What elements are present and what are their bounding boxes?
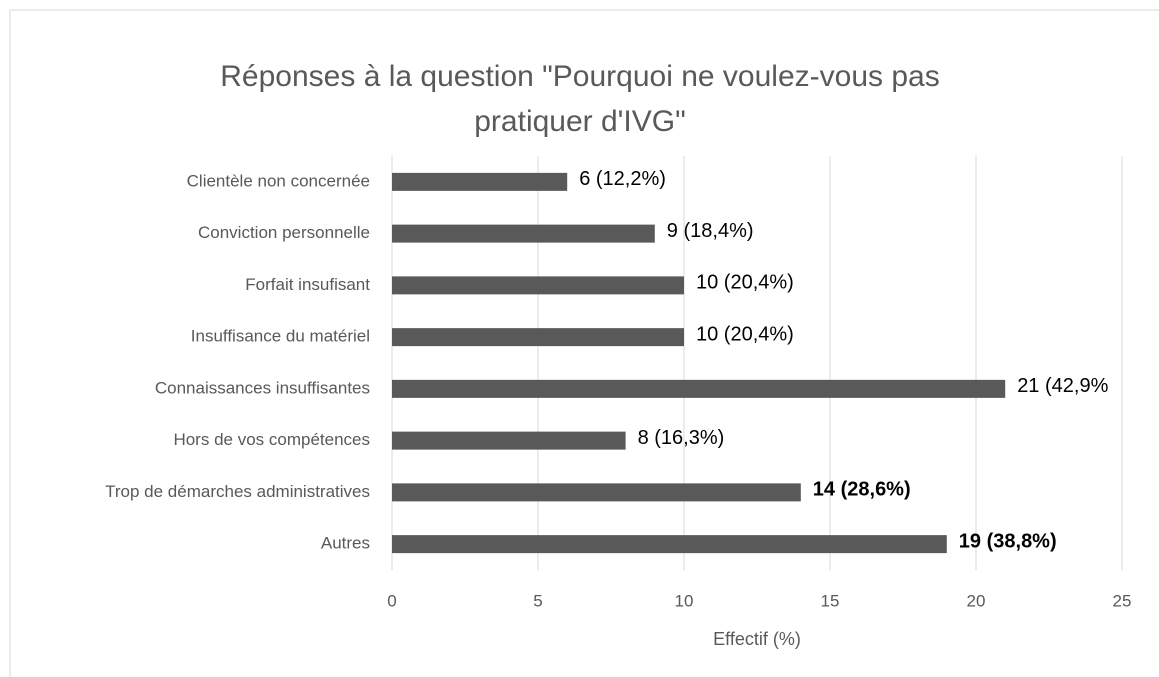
- x-tick-label: 15: [821, 591, 840, 610]
- data-label: 14 (28,6%): [813, 479, 911, 501]
- chart-title: Réponses à la question "Pourquoi ne voul…: [220, 60, 939, 93]
- bar: [392, 379, 1006, 398]
- y-tick-label: Autres: [321, 534, 370, 553]
- data-label: 9 (18,4%): [667, 220, 754, 242]
- data-label: 8 (16,3%): [638, 427, 725, 449]
- bar: [392, 172, 568, 191]
- y-tick-label: Hors de vos compétences: [173, 430, 370, 449]
- bar: [392, 483, 801, 502]
- y-tick-label: Connaissances insuffisantes: [155, 378, 370, 397]
- data-label: 10 (20,4%): [696, 272, 794, 294]
- x-tick-label: 25: [1113, 591, 1132, 610]
- bar: [392, 431, 626, 450]
- data-label: 21 (42,9%: [1017, 375, 1108, 397]
- y-tick-label: Trop de démarches administratives: [105, 482, 370, 501]
- x-tick-label: 20: [967, 591, 986, 610]
- y-tick-label: Insuffisance du matériel: [191, 327, 370, 346]
- y-tick-label: Conviction personnelle: [198, 223, 370, 242]
- x-axis-title: Effectif (%): [713, 629, 801, 649]
- data-label: 19 (38,8%): [959, 530, 1057, 552]
- bar: [392, 535, 947, 554]
- bar: [392, 224, 655, 243]
- x-tick-label: 10: [675, 591, 694, 610]
- data-label: 6 (12,2%): [579, 168, 666, 190]
- y-tick-label: Forfait insufisant: [245, 275, 370, 294]
- x-tick-label: 0: [387, 591, 396, 610]
- x-tick-label: 5: [533, 591, 542, 610]
- data-label: 10 (20,4%): [696, 323, 794, 345]
- bar: [392, 276, 684, 295]
- chart-title: pratiquer d'IVG": [474, 105, 685, 138]
- bar: [392, 328, 684, 347]
- y-tick-label: Clientèle non concernée: [187, 171, 370, 190]
